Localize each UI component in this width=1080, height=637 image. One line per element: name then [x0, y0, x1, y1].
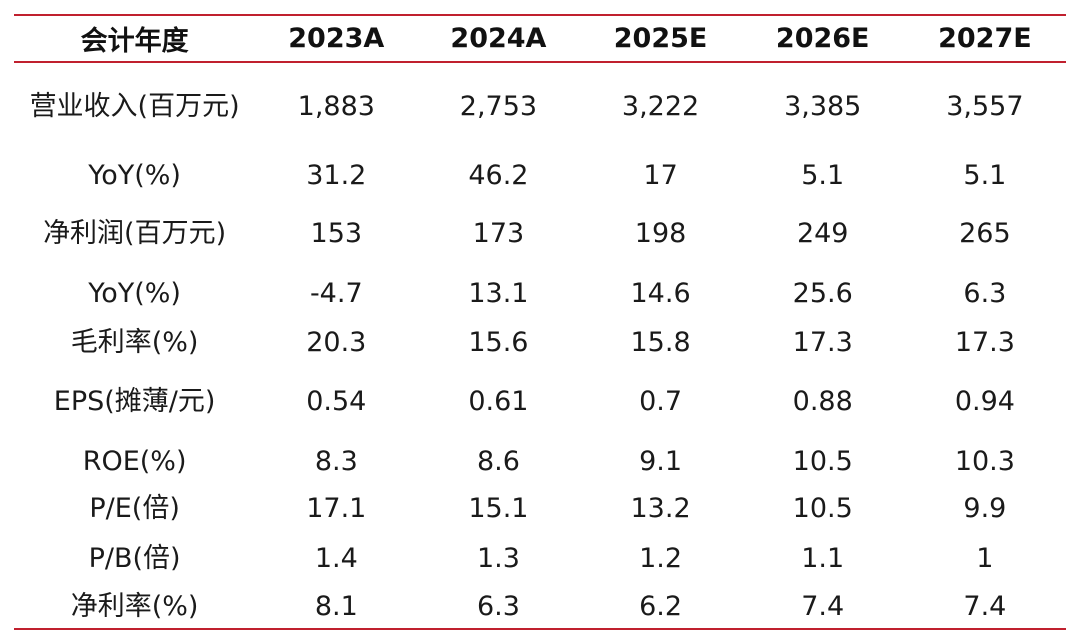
table-header-row: 会计年度 2023A 2024A 2025E 2026E 2027E: [14, 15, 1066, 62]
table-row-net-profit: 净利润(百万元) 153 173 198 249 265: [14, 201, 1066, 267]
table-cell: 198: [579, 201, 742, 267]
table-cell: 0.88: [741, 365, 904, 439]
table-cell: 17: [579, 151, 742, 201]
table-cell: 17.1: [255, 485, 418, 533]
table-cell: 10.5: [741, 439, 904, 485]
header-2027e: 2027E: [903, 15, 1066, 62]
row-label: 净利率(%): [14, 585, 256, 629]
table-row-gross-margin: 毛利率(%) 20.3 15.6 15.8 17.3 17.3: [14, 321, 1066, 365]
table-row-net-margin: 净利率(%) 8.1 6.3 6.2 7.4 7.4: [14, 585, 1066, 629]
table-cell: 17.3: [741, 321, 904, 365]
table-cell: -4.7: [255, 267, 418, 321]
table-cell: 13.1: [417, 267, 580, 321]
row-label: P/B(倍): [14, 533, 256, 585]
row-label: P/E(倍): [14, 485, 256, 533]
table-cell: 3,385: [741, 62, 904, 151]
row-label: 毛利率(%): [14, 321, 256, 365]
table-row-net-profit-yoy: YoY(%) -4.7 13.1 14.6 25.6 6.3: [14, 267, 1066, 321]
table-cell: 0.61: [417, 365, 580, 439]
table-cell: 13.2: [579, 485, 742, 533]
table-cell: 20.3: [255, 321, 418, 365]
table-row-revenue-yoy: YoY(%) 31.2 46.2 17 5.1 5.1: [14, 151, 1066, 201]
table-cell: 5.1: [741, 151, 904, 201]
header-fiscal-year: 会计年度: [14, 15, 256, 62]
table-cell: 17.3: [903, 321, 1066, 365]
table-cell: 10.3: [903, 439, 1066, 485]
financial-forecast-table: 会计年度 2023A 2024A 2025E 2026E 2027E 营业收入(…: [14, 14, 1066, 630]
table-cell: 6.2: [579, 585, 742, 629]
table-cell: 7.4: [903, 585, 1066, 629]
table-cell: 25.6: [741, 267, 904, 321]
header-2025e: 2025E: [579, 15, 742, 62]
table-cell: 2,753: [417, 62, 580, 151]
table-cell: 249: [741, 201, 904, 267]
table-cell: 15.6: [417, 321, 580, 365]
header-2026e: 2026E: [741, 15, 904, 62]
table-cell: 7.4: [741, 585, 904, 629]
table-row-roe: ROE(%) 8.3 8.6 9.1 10.5 10.3: [14, 439, 1066, 485]
table-row-revenue: 营业收入(百万元) 1,883 2,753 3,222 3,385 3,557: [14, 62, 1066, 151]
table-cell: 15.8: [579, 321, 742, 365]
table-cell: 31.2: [255, 151, 418, 201]
table-cell: 8.1: [255, 585, 418, 629]
table-cell: 265: [903, 201, 1066, 267]
table-cell: 15.1: [417, 485, 580, 533]
table-cell: 9.9: [903, 485, 1066, 533]
header-2023a: 2023A: [255, 15, 418, 62]
row-label: 营业收入(百万元): [14, 62, 256, 151]
table-cell: 1: [903, 533, 1066, 585]
header-2024a: 2024A: [417, 15, 580, 62]
table-cell: 9.1: [579, 439, 742, 485]
row-label: ROE(%): [14, 439, 256, 485]
table-cell: 10.5: [741, 485, 904, 533]
row-label: EPS(摊薄/元): [14, 365, 256, 439]
table-cell: 3,222: [579, 62, 742, 151]
table-cell: 3,557: [903, 62, 1066, 151]
table-cell: 6.3: [903, 267, 1066, 321]
table-cell: 1.3: [417, 533, 580, 585]
row-label: YoY(%): [14, 267, 256, 321]
table-cell: 8.3: [255, 439, 418, 485]
table-cell: 153: [255, 201, 418, 267]
table-cell: 173: [417, 201, 580, 267]
table-cell: 6.3: [417, 585, 580, 629]
table-cell: 1.2: [579, 533, 742, 585]
table-cell: 1.4: [255, 533, 418, 585]
table-cell: 8.6: [417, 439, 580, 485]
table-cell: 0.54: [255, 365, 418, 439]
table-row-eps: EPS(摊薄/元) 0.54 0.61 0.7 0.88 0.94: [14, 365, 1066, 439]
table-cell: 0.94: [903, 365, 1066, 439]
table-cell: 1,883: [255, 62, 418, 151]
table-row-pb: P/B(倍) 1.4 1.3 1.2 1.1 1: [14, 533, 1066, 585]
table-cell: 14.6: [579, 267, 742, 321]
table-cell: 5.1: [903, 151, 1066, 201]
row-label: 净利润(百万元): [14, 201, 256, 267]
table-cell: 1.1: [741, 533, 904, 585]
table-cell: 0.7: [579, 365, 742, 439]
table-row-pe: P/E(倍) 17.1 15.1 13.2 10.5 9.9: [14, 485, 1066, 533]
row-label: YoY(%): [14, 151, 256, 201]
forecast-table-container: 会计年度 2023A 2024A 2025E 2026E 2027E 营业收入(…: [14, 14, 1066, 630]
table-cell: 46.2: [417, 151, 580, 201]
